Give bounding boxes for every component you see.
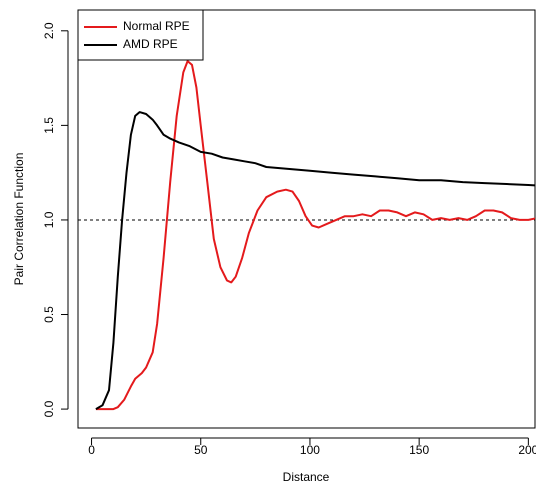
y-tick-label: 0.0 <box>42 400 56 417</box>
legend: Normal RPE AMD RPE <box>77 9 204 61</box>
x-tick-label: 50 <box>194 443 208 457</box>
y-tick-label: 1.5 <box>42 117 56 134</box>
y-tick-label: 2.0 <box>42 22 56 39</box>
legend-box <box>77 9 204 61</box>
x-tick-label: 100 <box>300 443 320 457</box>
x-tick-label: 200 <box>518 443 536 457</box>
y-tick-label: 1.0 <box>42 211 56 228</box>
legend-label: Normal RPE <box>123 19 190 33</box>
x-tick-label: 0 <box>88 443 95 457</box>
series-line <box>95 111 535 410</box>
legend-label: AMD RPE <box>123 37 178 51</box>
plot-area <box>78 60 535 411</box>
x-axis-title: Distance <box>283 470 330 484</box>
y-axis-title: Pair Correlation Function <box>12 153 26 286</box>
series-line <box>95 60 535 411</box>
x-tick-label: 150 <box>409 443 429 457</box>
y-tick-label: 0.5 <box>42 306 56 323</box>
